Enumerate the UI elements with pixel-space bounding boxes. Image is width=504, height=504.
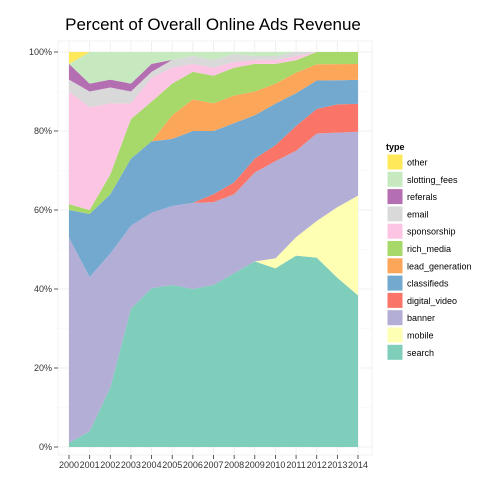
- y-tick-label: 80%: [34, 126, 52, 136]
- x-tick-label: 2014: [348, 460, 368, 470]
- legend-label: referals: [407, 192, 438, 202]
- legend-key-lead-generation: [386, 257, 404, 275]
- legend-key-search: [386, 343, 404, 361]
- area-digital-video: [69, 103, 358, 278]
- x-tick-label: 2009: [245, 460, 265, 470]
- legend-label: digital_video: [407, 296, 457, 306]
- legend-label: mobile: [407, 331, 434, 341]
- chart-title: Percent of Overall Online Ads Revenue: [65, 15, 361, 34]
- legend-key-rich-media: [386, 240, 404, 257]
- y-tick-label: 40%: [34, 284, 52, 294]
- x-tick-label: 2001: [80, 460, 100, 470]
- legend-key-digital-video: [386, 291, 404, 309]
- legend-key-mobile: [386, 326, 404, 344]
- legend-key-slotting-fees: [386, 170, 404, 188]
- legend-label: email: [407, 209, 429, 219]
- legend-label: classifieds: [407, 279, 449, 289]
- y-tick-label: 0%: [39, 442, 52, 452]
- area-referals: [69, 52, 358, 92]
- x-tick-label: 2000: [59, 460, 79, 470]
- legend-label: other: [407, 158, 428, 168]
- area-sponsorship: [69, 52, 358, 210]
- area-classifieds: [69, 79, 358, 278]
- legend-key-other: [386, 153, 404, 171]
- legend-key-email: [386, 205, 404, 223]
- x-tick-label: 2010: [265, 460, 285, 470]
- y-tick-label: 20%: [34, 363, 52, 373]
- x-tick-label: 2008: [224, 460, 244, 470]
- x-tick-label: 2011: [286, 460, 305, 470]
- x-tick-label: 2005: [162, 460, 182, 470]
- x-tick-label: 2006: [183, 460, 203, 470]
- legend-label: search: [407, 348, 434, 358]
- x-tick-label: 2007: [203, 460, 223, 470]
- area-layers: [69, 52, 358, 447]
- area-mobile: [69, 195, 358, 444]
- legend-label: banner: [407, 313, 435, 323]
- legend-key-sponsorship: [386, 222, 404, 240]
- legend-label: lead_generation: [407, 261, 472, 271]
- area-banner: [69, 131, 358, 444]
- area-rich-media: [69, 52, 358, 214]
- y-axis: 0% 20% 40% 60% 80% 100%: [29, 47, 58, 452]
- x-tick-label: 2003: [121, 460, 141, 470]
- legend-key-banner: [386, 309, 404, 327]
- y-tick-label: 60%: [34, 205, 52, 215]
- y-tick-label: 100%: [29, 47, 52, 57]
- area-search: [69, 255, 358, 447]
- legend-title: type: [386, 142, 405, 152]
- x-axis: 2000 2001 2002 2003 2004 2005 2006 2007 2008 2009…: [59, 455, 368, 470]
- area-email: [69, 52, 358, 108]
- x-tick-label: 2002: [100, 460, 120, 470]
- legend-label: rich_media: [407, 244, 451, 254]
- x-tick-label: 2013: [327, 460, 347, 470]
- x-tick-label: 2012: [307, 460, 327, 470]
- legend-label: slotting_fees: [407, 175, 458, 185]
- area-lead-generation: [69, 63, 358, 214]
- legend: type other slotting_fees referals email spon…: [386, 142, 472, 361]
- legend-key-referals: [386, 188, 404, 206]
- x-tick-label: 2004: [142, 460, 162, 470]
- area-slotting-fees: [69, 52, 358, 84]
- legend-key-classifieds: [386, 274, 404, 292]
- legend-label: sponsorship: [407, 227, 456, 237]
